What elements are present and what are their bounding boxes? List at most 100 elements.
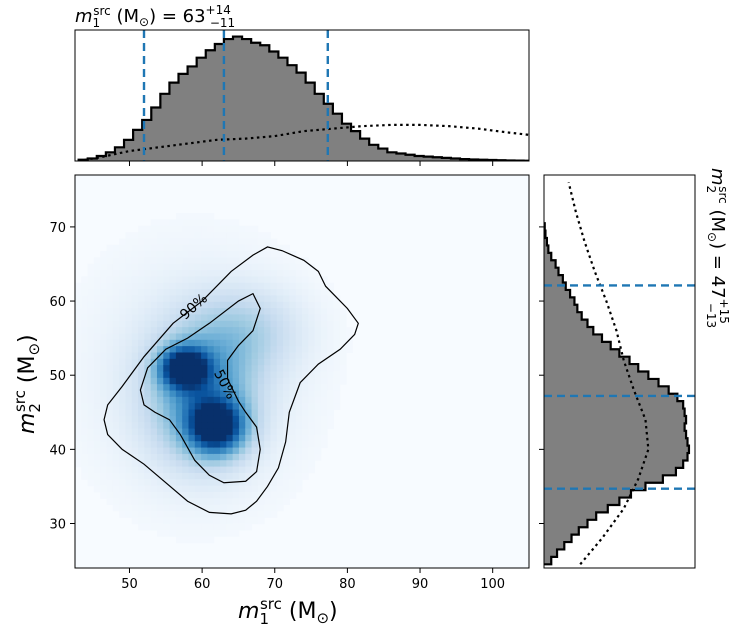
density-cell	[87, 472, 95, 480]
density-cell	[245, 371, 253, 379]
density-cell	[245, 346, 253, 353]
density-cell	[131, 301, 139, 309]
density-cell	[308, 466, 316, 474]
density-cell	[75, 301, 82, 309]
density-cell	[289, 308, 297, 315]
density-cell	[308, 441, 316, 449]
density-cell	[283, 346, 290, 353]
density-cell	[232, 270, 240, 277]
density-cell	[150, 472, 158, 480]
density-cell	[238, 365, 246, 372]
density-cell	[302, 320, 309, 328]
density-cell	[251, 365, 259, 372]
density-cell	[264, 270, 271, 277]
density-cell	[238, 339, 246, 347]
density-cell	[81, 415, 89, 423]
density-cell	[257, 409, 265, 417]
density-cell	[346, 339, 353, 347]
density-cell	[302, 390, 309, 398]
density-cell	[119, 244, 126, 252]
density-cell	[144, 257, 152, 265]
density-cell	[194, 447, 202, 455]
density-cell	[194, 396, 202, 404]
density-cell	[106, 282, 114, 290]
density-cell	[295, 409, 303, 417]
density-cell	[194, 301, 202, 309]
density-cell	[93, 308, 101, 315]
density-cell	[302, 409, 309, 417]
density-cell	[150, 289, 158, 296]
density-cell	[320, 346, 328, 353]
density-cell	[169, 244, 177, 252]
density-cell	[93, 403, 101, 411]
density-cell	[226, 523, 234, 531]
density-cell	[264, 251, 271, 258]
density-cell	[245, 466, 253, 474]
density-cell	[264, 295, 271, 303]
density-cell	[264, 301, 271, 309]
density-cell	[188, 314, 196, 322]
density-cell	[194, 333, 202, 341]
density-cell	[257, 352, 265, 360]
density-cell	[295, 308, 303, 315]
density-cell	[289, 377, 297, 385]
density-cell	[169, 346, 177, 353]
density-cell	[283, 282, 290, 290]
density-cell	[150, 225, 158, 233]
density-cell	[138, 346, 145, 353]
density-cell	[100, 396, 108, 404]
density-cell	[220, 510, 227, 518]
density-cell	[81, 295, 89, 303]
density-cell	[276, 498, 284, 506]
density-cell	[238, 371, 246, 379]
density-cell	[327, 308, 335, 315]
density-cell	[308, 460, 316, 468]
density-cell	[314, 346, 322, 353]
density-cell	[238, 301, 246, 309]
density-cell	[308, 276, 316, 284]
density-cell	[308, 409, 316, 417]
density-cell	[276, 358, 284, 366]
density-cell	[119, 510, 126, 518]
density-cell	[100, 453, 108, 461]
density-cell	[308, 384, 316, 392]
density-cell	[87, 466, 95, 474]
density-cell	[257, 263, 265, 271]
density-cell	[283, 327, 290, 334]
density-cell	[93, 333, 101, 341]
density-cell	[289, 447, 297, 455]
density-cell	[163, 403, 171, 411]
density-cell	[150, 251, 158, 258]
density-cell	[207, 251, 215, 258]
density-cell	[232, 377, 240, 385]
density-cell	[188, 409, 196, 417]
density-cell	[226, 308, 234, 315]
density-cell	[289, 365, 297, 372]
density-cell	[238, 238, 246, 246]
density-cell	[138, 485, 145, 493]
density-cell	[276, 479, 284, 487]
density-cell	[81, 371, 89, 379]
density-cell	[213, 225, 221, 233]
density-cell	[194, 510, 202, 518]
density-cell	[232, 422, 240, 430]
density-cell	[125, 447, 133, 455]
density-cell	[119, 289, 126, 296]
density-cell	[201, 434, 208, 442]
density-cell	[131, 308, 139, 315]
density-cell	[226, 333, 234, 341]
density-cell	[169, 390, 177, 398]
density-cell	[194, 225, 202, 233]
density-cell	[106, 403, 114, 411]
density-cell	[220, 529, 227, 537]
density-cell	[213, 422, 221, 430]
density-cell	[169, 282, 177, 290]
density-cell	[213, 428, 221, 436]
density-cell	[169, 384, 177, 392]
density-cell	[194, 276, 202, 284]
density-cell	[112, 314, 120, 322]
density-cell	[119, 409, 126, 417]
density-cell	[93, 282, 101, 290]
density-cell	[302, 295, 309, 303]
density-cell	[308, 327, 316, 334]
